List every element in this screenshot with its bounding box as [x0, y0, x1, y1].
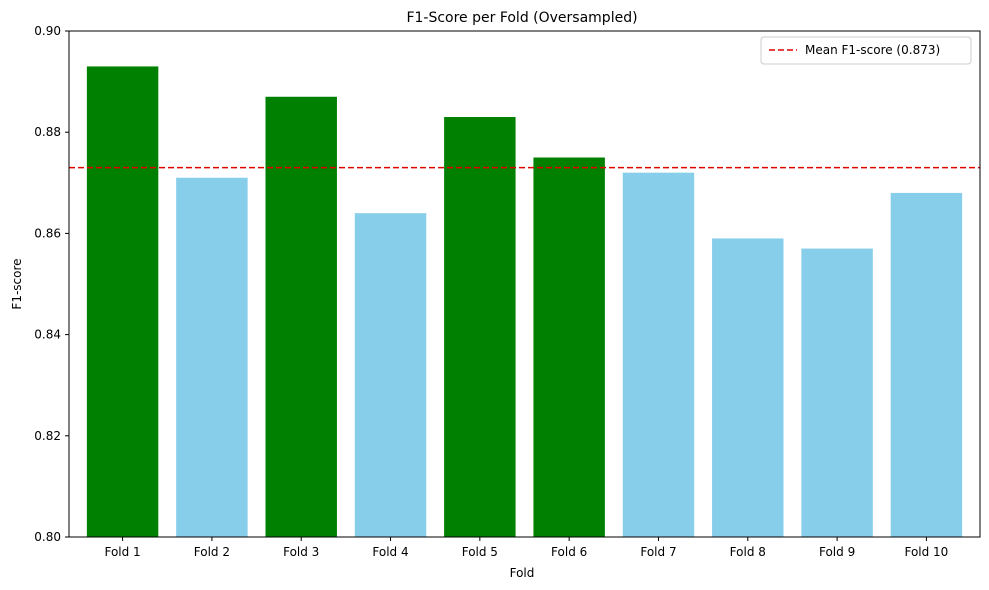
y-tick-label: 0.84: [34, 328, 61, 342]
bar-fold-4: [354, 213, 427, 537]
legend-box: [760, 36, 972, 65]
x-axis-ticks: Fold 1 Fold 2 Fold 3 Fold 4 Fold 5 Fold 6 Fold…: [104, 537, 948, 559]
bar-fold-3: [265, 96, 337, 537]
x-tick-label: Fold 4: [372, 545, 408, 559]
y-axis-ticks: 0.80 0.82 0.84 0.86 0.88 0.90: [34, 24, 69, 544]
bar-fold-8: [712, 238, 784, 537]
x-tick-label: Fold 1: [104, 545, 140, 559]
bar-fold-1: [86, 66, 159, 538]
bar-fold-2: [176, 177, 248, 538]
y-tick-label: 0.88: [34, 125, 61, 139]
x-tick-label: Fold 3: [283, 545, 319, 559]
bar-fold-5: [444, 117, 516, 538]
y-axis-label: F1-score: [10, 258, 24, 309]
x-tick-label: Fold 7: [640, 545, 676, 559]
x-tick-label: Fold 8: [730, 545, 766, 559]
bars-group: [86, 66, 963, 538]
legend: Mean F1-score (0.873): [760, 36, 972, 65]
bar-fold-9: [801, 248, 873, 537]
y-tick-label: 0.80: [34, 530, 61, 544]
x-tick-label: Fold 2: [194, 545, 230, 559]
bar-fold-7: [622, 172, 695, 537]
x-tick-label: Fold 6: [551, 545, 587, 559]
bar-fold-6: [533, 157, 605, 537]
y-tick-label: 0.82: [34, 429, 61, 443]
chart-title: F1-Score per Fold (Oversampled): [406, 10, 637, 26]
x-tick-label: Fold 5: [462, 545, 498, 559]
y-tick-label: 0.90: [34, 24, 61, 38]
plot-area-frame: [68, 30, 981, 538]
x-tick-label: Fold 10: [904, 545, 948, 559]
x-axis-label: Fold: [510, 566, 535, 580]
x-tick-label: Fold 9: [819, 545, 855, 559]
y-tick-label: 0.86: [34, 226, 61, 240]
bar-fold-10: [890, 192, 963, 538]
legend-label: Mean F1-score (0.873): [805, 43, 940, 57]
